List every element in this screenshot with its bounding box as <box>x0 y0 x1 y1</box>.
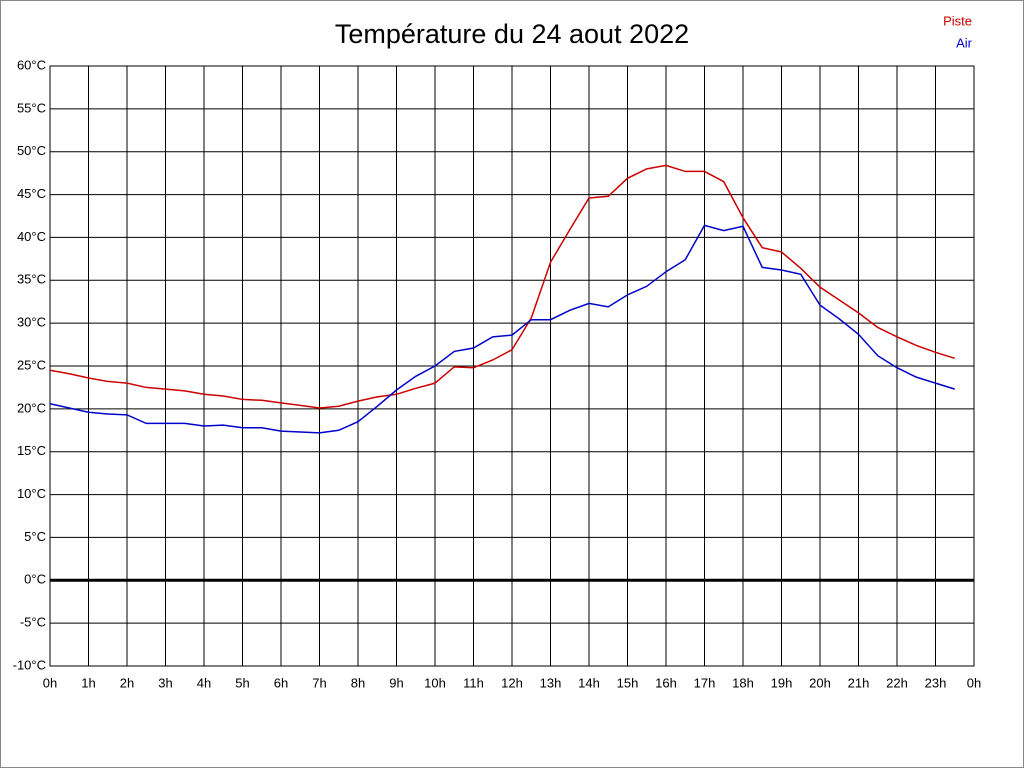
x-tick-label: 19h <box>771 675 793 690</box>
x-tick-label: 21h <box>848 675 870 690</box>
x-tick-label: 17h <box>694 675 716 690</box>
x-tick-label: 11h <box>463 675 484 690</box>
y-tick-label: 45°C <box>17 186 46 201</box>
x-tick-label: 5h <box>235 675 249 690</box>
x-tick-label: 0h <box>967 675 981 690</box>
legend-label: Air <box>956 35 973 50</box>
y-tick-label: 55°C <box>17 100 46 115</box>
x-tick-label: 7h <box>312 675 326 690</box>
x-tick-label: 1h <box>81 675 95 690</box>
x-tick-label: 18h <box>732 675 754 690</box>
y-tick-label: -10°C <box>13 657 46 672</box>
x-tick-label: 13h <box>540 675 562 690</box>
y-tick-label: 0°C <box>24 572 46 587</box>
x-tick-label: 8h <box>351 675 365 690</box>
y-tick-label: 10°C <box>17 486 46 501</box>
y-tick-label: 60°C <box>17 57 46 72</box>
y-tick-label: 15°C <box>17 443 46 458</box>
y-tick-label: 5°C <box>24 529 46 544</box>
data-line <box>49 224 955 434</box>
y-tick-label: 20°C <box>17 400 46 415</box>
x-tick-label: 14h <box>578 675 600 690</box>
y-tick-label: 25°C <box>17 357 46 372</box>
y-tick-label: 50°C <box>17 143 46 158</box>
x-tick-label: 12h <box>501 675 523 690</box>
y-tick-label: 40°C <box>17 229 46 244</box>
x-tick-label: 16h <box>655 675 677 690</box>
data-line <box>49 164 955 409</box>
x-tick-label: 6h <box>274 675 288 690</box>
x-tick-label: 4h <box>197 675 211 690</box>
y-tick-label: -5°C <box>20 615 46 630</box>
x-tick-label: 10h <box>424 675 446 690</box>
x-tick-label: 22h <box>886 675 908 690</box>
x-tick-label: 20h <box>809 675 831 690</box>
x-tick-label: 0h <box>43 675 57 690</box>
y-tick-label: 30°C <box>17 315 46 330</box>
legend-label: Piste <box>943 13 972 28</box>
chart-title: Température du 24 aout 2022 <box>335 19 689 49</box>
y-tick-label: 35°C <box>17 272 46 287</box>
x-tick-label: 9h <box>389 675 403 690</box>
x-tick-label: 3h <box>158 675 172 690</box>
x-tick-label: 2h <box>120 675 134 690</box>
x-tick-label: 23h <box>925 675 947 690</box>
x-tick-label: 15h <box>617 675 639 690</box>
